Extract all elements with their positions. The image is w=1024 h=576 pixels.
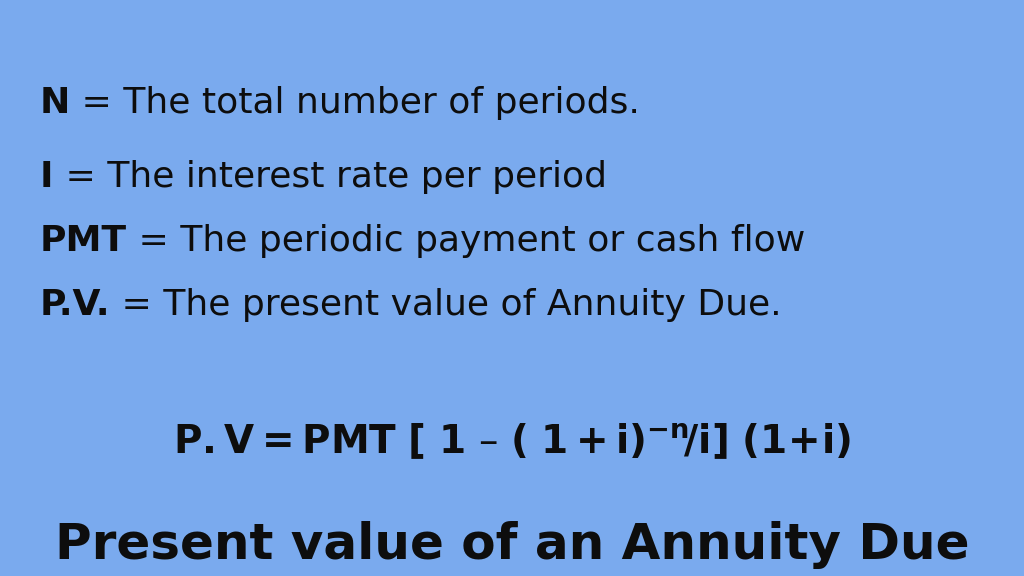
- Text: PMT: PMT: [40, 224, 127, 258]
- Text: I: I: [40, 160, 53, 194]
- Text: = The periodic payment or cash flow: = The periodic payment or cash flow: [127, 224, 805, 258]
- Text: = The total number of periods.: = The total number of periods.: [71, 86, 640, 120]
- Text: P.V.: P.V.: [40, 288, 111, 322]
- Text: = The present value of Annuity Due.: = The present value of Annuity Due.: [111, 288, 782, 322]
- Text: = The interest rate per period: = The interest rate per period: [53, 160, 606, 194]
- Text: N: N: [40, 86, 71, 120]
- Text: Present value of an Annuity Due: Present value of an Annuity Due: [54, 521, 970, 569]
- Text: $\mathbf{P.V = PMT\ [\ 1\ \endash\ (\ 1 + i)^{-n}\!/i]\ (1\!+\!i)}$: $\mathbf{P.V = PMT\ [\ 1\ \endash\ (\ 1 …: [173, 421, 851, 461]
